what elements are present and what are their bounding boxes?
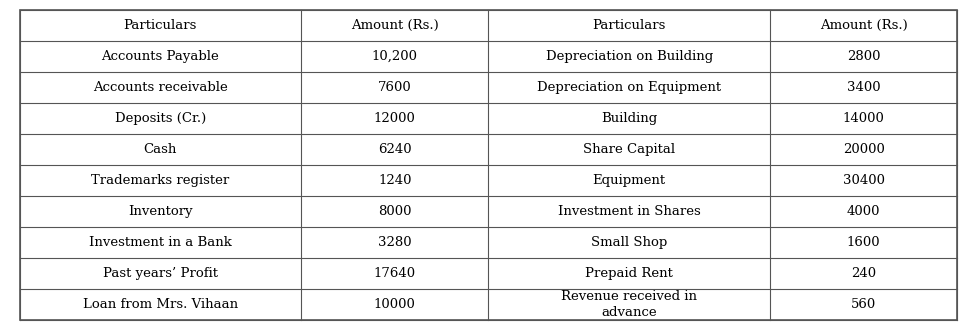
Text: 3400: 3400 <box>847 81 880 94</box>
Text: 560: 560 <box>851 299 876 311</box>
Text: 10,200: 10,200 <box>371 50 418 63</box>
Text: Depreciation on Equipment: Depreciation on Equipment <box>537 81 721 94</box>
Text: Investment in a Bank: Investment in a Bank <box>89 236 232 249</box>
Text: Deposits (Cr.): Deposits (Cr.) <box>114 112 206 125</box>
Text: 17640: 17640 <box>373 267 416 280</box>
Text: 1600: 1600 <box>847 236 880 249</box>
Text: 12000: 12000 <box>374 112 415 125</box>
Text: Loan from Mrs. Vihaan: Loan from Mrs. Vihaan <box>83 299 237 311</box>
Text: Small Shop: Small Shop <box>591 236 667 249</box>
Text: Revenue received in
advance: Revenue received in advance <box>561 290 698 319</box>
Text: Depreciation on Building: Depreciation on Building <box>545 50 713 63</box>
Text: Building: Building <box>601 112 658 125</box>
Text: Past years’ Profit: Past years’ Profit <box>103 267 218 280</box>
Text: 2800: 2800 <box>847 50 880 63</box>
Text: Accounts receivable: Accounts receivable <box>93 81 228 94</box>
Text: Inventory: Inventory <box>128 205 192 218</box>
Text: Cash: Cash <box>144 143 177 156</box>
Text: Share Capital: Share Capital <box>583 143 675 156</box>
Text: 30400: 30400 <box>843 174 884 187</box>
Text: Trademarks register: Trademarks register <box>91 174 230 187</box>
Text: 240: 240 <box>851 267 876 280</box>
Text: 14000: 14000 <box>843 112 884 125</box>
Text: 1240: 1240 <box>378 174 411 187</box>
Text: Investment in Shares: Investment in Shares <box>558 205 701 218</box>
Text: Equipment: Equipment <box>593 174 665 187</box>
Text: 4000: 4000 <box>847 205 880 218</box>
Text: Accounts Payable: Accounts Payable <box>102 50 219 63</box>
Text: 7600: 7600 <box>378 81 411 94</box>
Text: Particulars: Particulars <box>592 19 666 32</box>
Text: 6240: 6240 <box>378 143 411 156</box>
Text: Prepaid Rent: Prepaid Rent <box>585 267 673 280</box>
Text: Amount (Rs.): Amount (Rs.) <box>351 19 439 32</box>
Text: 3280: 3280 <box>378 236 411 249</box>
Text: 20000: 20000 <box>843 143 884 156</box>
Text: 10000: 10000 <box>374 299 415 311</box>
Text: 8000: 8000 <box>378 205 411 218</box>
Text: Amount (Rs.): Amount (Rs.) <box>820 19 908 32</box>
Text: Particulars: Particulars <box>123 19 197 32</box>
